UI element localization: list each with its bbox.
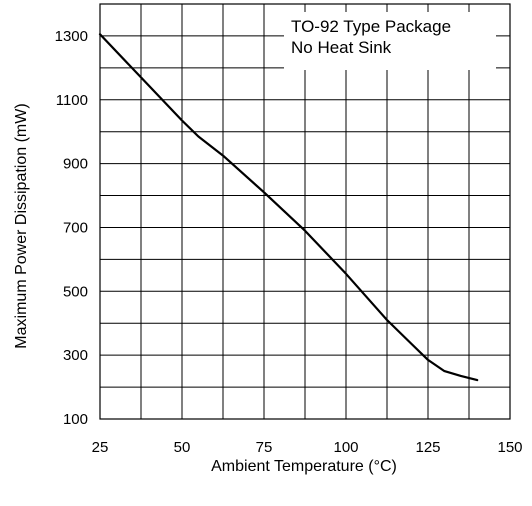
- y-axis-label: Maximum Power Dissipation (mW): [13, 103, 30, 348]
- y-tick-label: 700: [63, 219, 88, 236]
- annotation-background: [284, 12, 496, 70]
- x-axis-label: Ambient Temperature (°C): [211, 458, 397, 475]
- x-tick-label: 50: [174, 439, 191, 456]
- x-tick-label: 75: [256, 439, 273, 456]
- y-tick-label: 100: [63, 411, 88, 428]
- x-tick-label: 125: [415, 439, 440, 456]
- series-line: [98, 33, 479, 382]
- y-tick-label: 1300: [55, 28, 88, 45]
- y-tick-label: 500: [63, 283, 88, 300]
- x-tick-label: 25: [92, 439, 109, 456]
- grid-lines: [100, 4, 510, 419]
- y-tick-labels: 100 300 500 700 900 1100 1300: [55, 28, 88, 428]
- x-tick-label: 150: [497, 439, 522, 456]
- plot-frame: [99, 3, 511, 420]
- series-lines: [98, 33, 479, 382]
- y-tick-label: 1100: [56, 92, 88, 109]
- plot-border: [99, 3, 511, 420]
- annotation-line-2: No Heat Sink: [291, 38, 392, 57]
- annotation-box: TO-92 Type Package No Heat Sink: [284, 12, 496, 70]
- annotation-line-1: TO-92 Type Package: [291, 17, 451, 36]
- x-tick-label: 100: [333, 439, 358, 456]
- x-tick-labels: 25 50 75 100 125 150: [92, 439, 523, 456]
- y-tick-label: 900: [63, 156, 88, 173]
- y-tick-label: 300: [63, 347, 88, 364]
